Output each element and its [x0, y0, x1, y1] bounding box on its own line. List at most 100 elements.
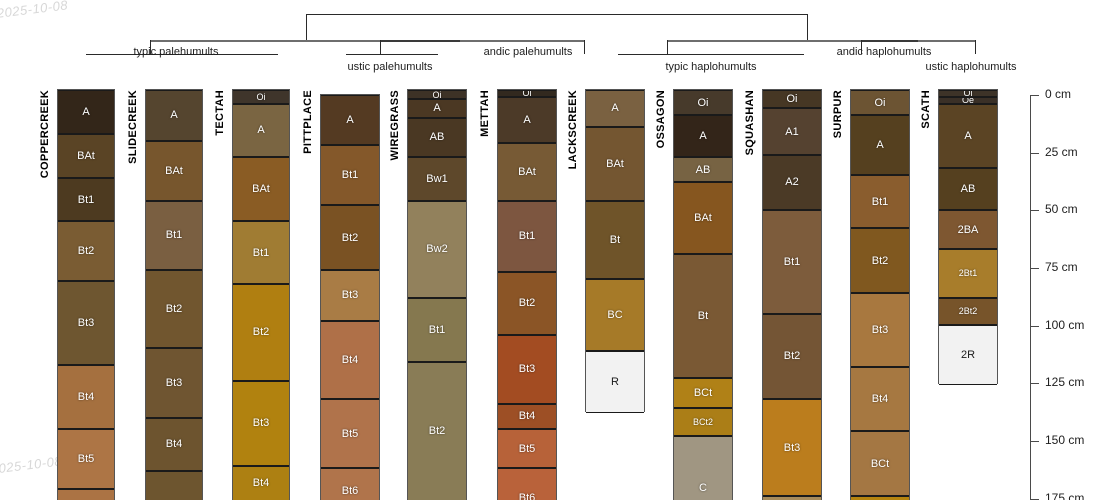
soil-horizon[interactable]: Bw1: [408, 156, 466, 201]
soil-horizon[interactable]: Bt6: [321, 468, 379, 500]
soil-horizon[interactable]: Bt3: [763, 399, 821, 497]
soil-horizon[interactable]: Bt3: [233, 380, 289, 467]
soil-horizon[interactable]: Oi: [939, 90, 997, 97]
soil-horizon[interactable]: Bt3: [321, 269, 379, 321]
soil-horizon[interactable]: Bt5: [58, 429, 114, 490]
soil-horizon[interactable]: Bt4: [58, 364, 114, 430]
dendrogram-label: typic palehumults: [133, 46, 219, 58]
soil-horizon[interactable]: Bt1: [763, 209, 821, 314]
profile-column[interactable]: Oi Oe A AB 2BA 2Bt1 2Bt2 2R: [938, 89, 998, 386]
soil-horizon[interactable]: A: [233, 103, 289, 157]
soil-horizon[interactable]: Bt2: [763, 313, 821, 400]
soil-horizon[interactable]: A: [408, 99, 466, 118]
soil-horizon[interactable]: A2: [763, 154, 821, 210]
soil-horizon[interactable]: Oe: [939, 96, 997, 104]
soil-horizon[interactable]: Oi: [674, 90, 732, 116]
soil-horizon[interactable]: Bt2: [58, 221, 114, 282]
profile-column[interactable]: Oi A BAt Bt1 Bt2 Bt3 Bt4 Bt5 Bt6: [497, 89, 557, 500]
profile-column[interactable]: A BAt Bt1 Bt2 Bt3 Bt4 Bt5: [57, 89, 115, 500]
profile-column[interactable]: Oi A BAt Bt1 Bt2 Bt3 Bt4: [232, 89, 290, 500]
soil-horizon[interactable]: Bt1: [58, 177, 114, 222]
profile-column[interactable]: Oi A1 A2 Bt1 Bt2 Bt3: [762, 89, 822, 500]
profile-column[interactable]: Oi A AB BAt Bt BCt BCt2 C: [673, 89, 733, 500]
soil-horizon[interactable]: A: [851, 115, 909, 176]
soil-horizon[interactable]: 2R: [939, 325, 997, 386]
soil-horizon[interactable]: Bt3: [58, 281, 114, 365]
soil-horizon[interactable]: Bt1: [321, 145, 379, 206]
soil-horizon[interactable]: BCt2: [674, 408, 732, 437]
soil-horizon[interactable]: Bt2: [233, 283, 289, 381]
soil-horizon[interactable]: Bt3: [146, 348, 202, 418]
soil-horizon[interactable]: Oi: [763, 90, 821, 109]
soil-horizon[interactable]: Bt2: [321, 205, 379, 270]
soil-horizon[interactable]: A: [674, 115, 732, 157]
soil-horizon[interactable]: Bt: [674, 253, 732, 379]
soil-horizon[interactable]: Bt3: [498, 334, 556, 404]
soil-horizon[interactable]: Oi: [233, 90, 289, 104]
horizon-label: A: [170, 109, 178, 122]
soil-horizon[interactable]: Bt1: [498, 200, 556, 273]
soil-horizon[interactable]: BAt: [58, 133, 114, 178]
soil-horizon[interactable]: A: [58, 90, 114, 134]
dendro-root-left-vline: [306, 14, 307, 40]
soil-horizon[interactable]: Bt5: [321, 399, 379, 469]
soil-horizon[interactable]: 2Bt2: [939, 297, 997, 326]
profile-column[interactable]: A BAt Bt BC R: [585, 89, 645, 413]
soil-horizon[interactable]: A: [321, 94, 379, 146]
soil-horizon[interactable]: AB: [408, 117, 466, 157]
profile-column[interactable]: Oi A AB Bw1 Bw2 Bt1 Bt2: [407, 89, 467, 500]
soil-horizon[interactable]: BAt: [146, 140, 202, 201]
soil-horizon[interactable]: BC: [586, 279, 644, 351]
profile-column[interactable]: A BAt Bt1 Bt2 Bt3 Bt4: [145, 89, 203, 500]
soil-horizon[interactable]: Bt2: [408, 362, 466, 500]
soil-horizon[interactable]: BAt: [586, 126, 644, 201]
soil-horizon[interactable]: Bt: [586, 200, 644, 280]
soil-horizon[interactable]: A: [939, 103, 997, 169]
profile-column[interactable]: Oi A Bt1 Bt2 Bt3 Bt4 BCt: [850, 89, 910, 500]
soil-horizon[interactable]: [851, 496, 909, 500]
soil-horizon[interactable]: AB: [939, 168, 997, 210]
soil-horizon[interactable]: A: [498, 96, 556, 144]
soil-horizon[interactable]: Bt4: [851, 366, 909, 432]
soil-horizon[interactable]: Oi: [851, 90, 909, 116]
soil-horizon[interactable]: Bw2: [408, 200, 466, 298]
soil-horizon[interactable]: Bt3: [851, 293, 909, 367]
soil-horizon[interactable]: Bt2: [498, 272, 556, 335]
soil-horizon[interactable]: Bt4: [498, 403, 556, 430]
soil-horizon[interactable]: C: [674, 436, 732, 500]
soil-horizon[interactable]: Bt1: [851, 175, 909, 229]
soil-horizon[interactable]: Bt1: [408, 297, 466, 363]
soil-horizon[interactable]: AB: [674, 156, 732, 183]
soil-horizon[interactable]: BAt: [674, 182, 732, 254]
horizon-label: Oi: [522, 90, 532, 97]
soil-horizon[interactable]: BAt: [233, 156, 289, 222]
soil-horizon[interactable]: A: [586, 90, 644, 127]
soil-horizon[interactable]: 2Bt1: [939, 249, 997, 298]
soil-horizon[interactable]: BCt: [851, 431, 909, 497]
horizon-label: A: [699, 130, 707, 143]
soil-horizon[interactable]: Bt5: [498, 429, 556, 469]
soil-horizon[interactable]: Bt2: [146, 269, 202, 349]
soil-horizon[interactable]: BAt: [498, 143, 556, 201]
soil-horizon[interactable]: Bt2: [851, 228, 909, 293]
soil-horizon[interactable]: R: [586, 350, 644, 413]
profile-column[interactable]: A Bt1 Bt2 Bt3 Bt4 Bt5 Bt6: [320, 93, 380, 500]
soil-horizon[interactable]: Bt1: [233, 221, 289, 284]
soil-horizon[interactable]: [146, 470, 202, 500]
soil-horizon[interactable]: Bt4: [321, 320, 379, 400]
soil-horizon[interactable]: Bt4: [233, 466, 289, 500]
soil-horizon[interactable]: [763, 496, 821, 500]
soil-horizon[interactable]: 2BA: [939, 209, 997, 250]
soil-horizon[interactable]: Bt1: [146, 200, 202, 270]
soil-horizon[interactable]: A1: [763, 108, 821, 155]
soil-horizon[interactable]: A: [146, 90, 202, 141]
soil-horizon[interactable]: [58, 489, 114, 500]
horizon-label: R: [611, 375, 619, 388]
soil-horizon[interactable]: Bt4: [146, 417, 202, 471]
soil-horizon[interactable]: Oi: [498, 90, 556, 97]
soil-horizon[interactable]: Oi: [408, 90, 466, 100]
horizon-label: A1: [785, 125, 799, 138]
soil-horizon[interactable]: BCt: [674, 378, 732, 409]
soil-horizon[interactable]: Bt6: [498, 468, 556, 500]
horizon-label: Bt4: [341, 353, 359, 366]
